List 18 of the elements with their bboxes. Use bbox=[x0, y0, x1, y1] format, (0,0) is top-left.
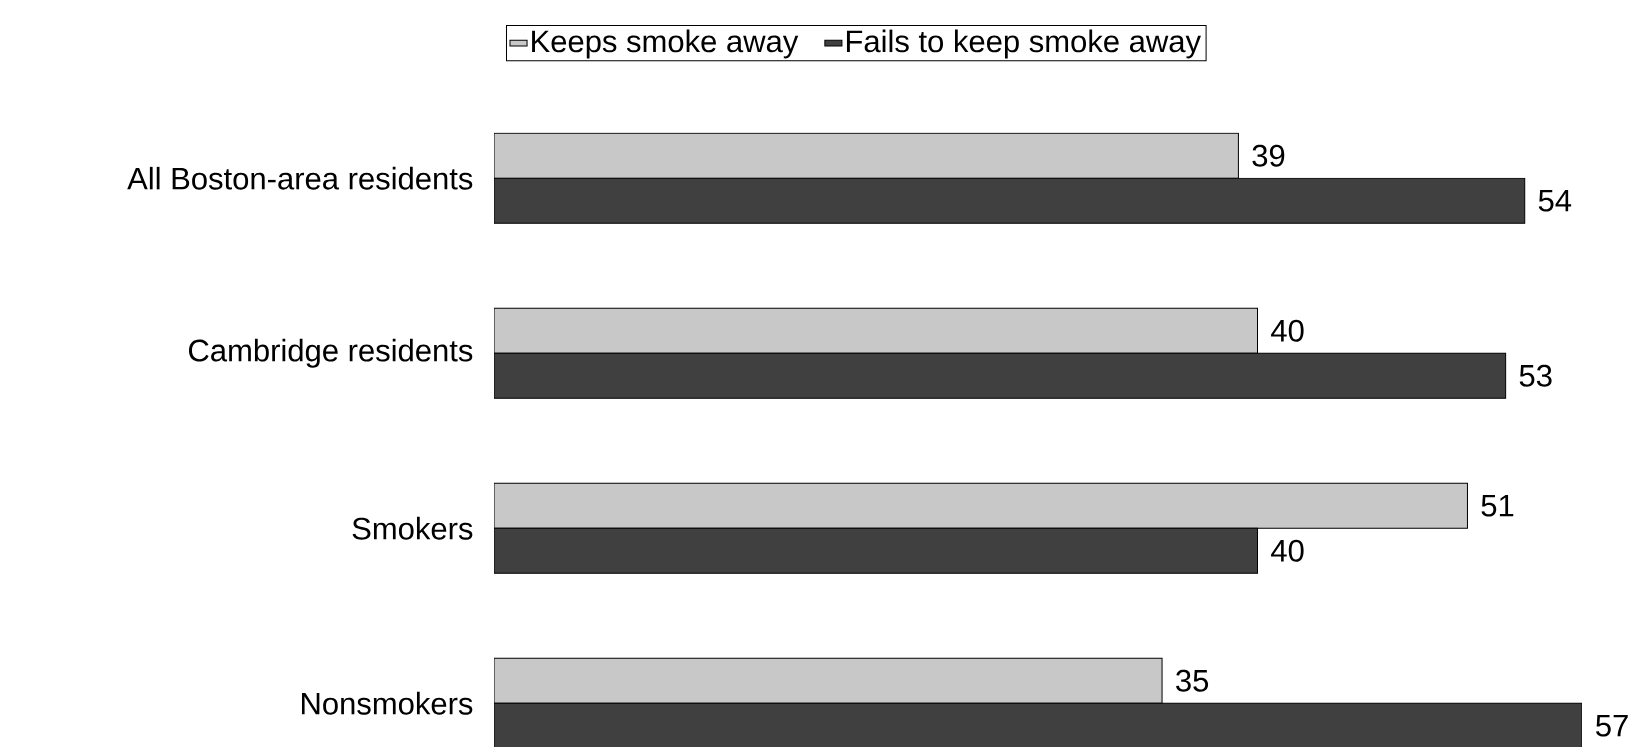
data-label: 53 bbox=[1519, 364, 1552, 387]
legend-label: Keeps smoke away bbox=[532, 29, 799, 59]
y-tick-label: All Boston-area residents bbox=[127, 166, 473, 190]
bar bbox=[494, 307, 1258, 354]
y-tick-label: Nonsmokers bbox=[302, 691, 473, 715]
data-label: 39 bbox=[1252, 144, 1285, 167]
data-label: 54 bbox=[1538, 189, 1572, 212]
data-label: 51 bbox=[1481, 494, 1514, 517]
bar bbox=[494, 482, 1468, 529]
data-label: 40 bbox=[1271, 539, 1304, 562]
y-tick-label: Smokers bbox=[352, 516, 473, 540]
data-label: 57 bbox=[1596, 714, 1628, 737]
bar bbox=[494, 132, 1239, 179]
data-label: 35 bbox=[1176, 669, 1209, 692]
bar bbox=[494, 657, 1163, 704]
legend-label: Fails to keep smoke away bbox=[846, 29, 1201, 59]
data-label: 40 bbox=[1271, 319, 1304, 342]
y-tick-label: Cambridge residents bbox=[189, 338, 473, 368]
